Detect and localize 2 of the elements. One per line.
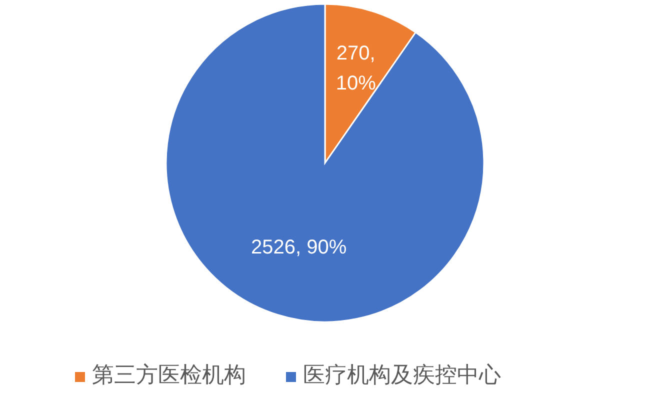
legend-label: 医疗机构及疾控中心 xyxy=(303,362,501,387)
legend-label: 第三方医检机构 xyxy=(92,362,246,387)
